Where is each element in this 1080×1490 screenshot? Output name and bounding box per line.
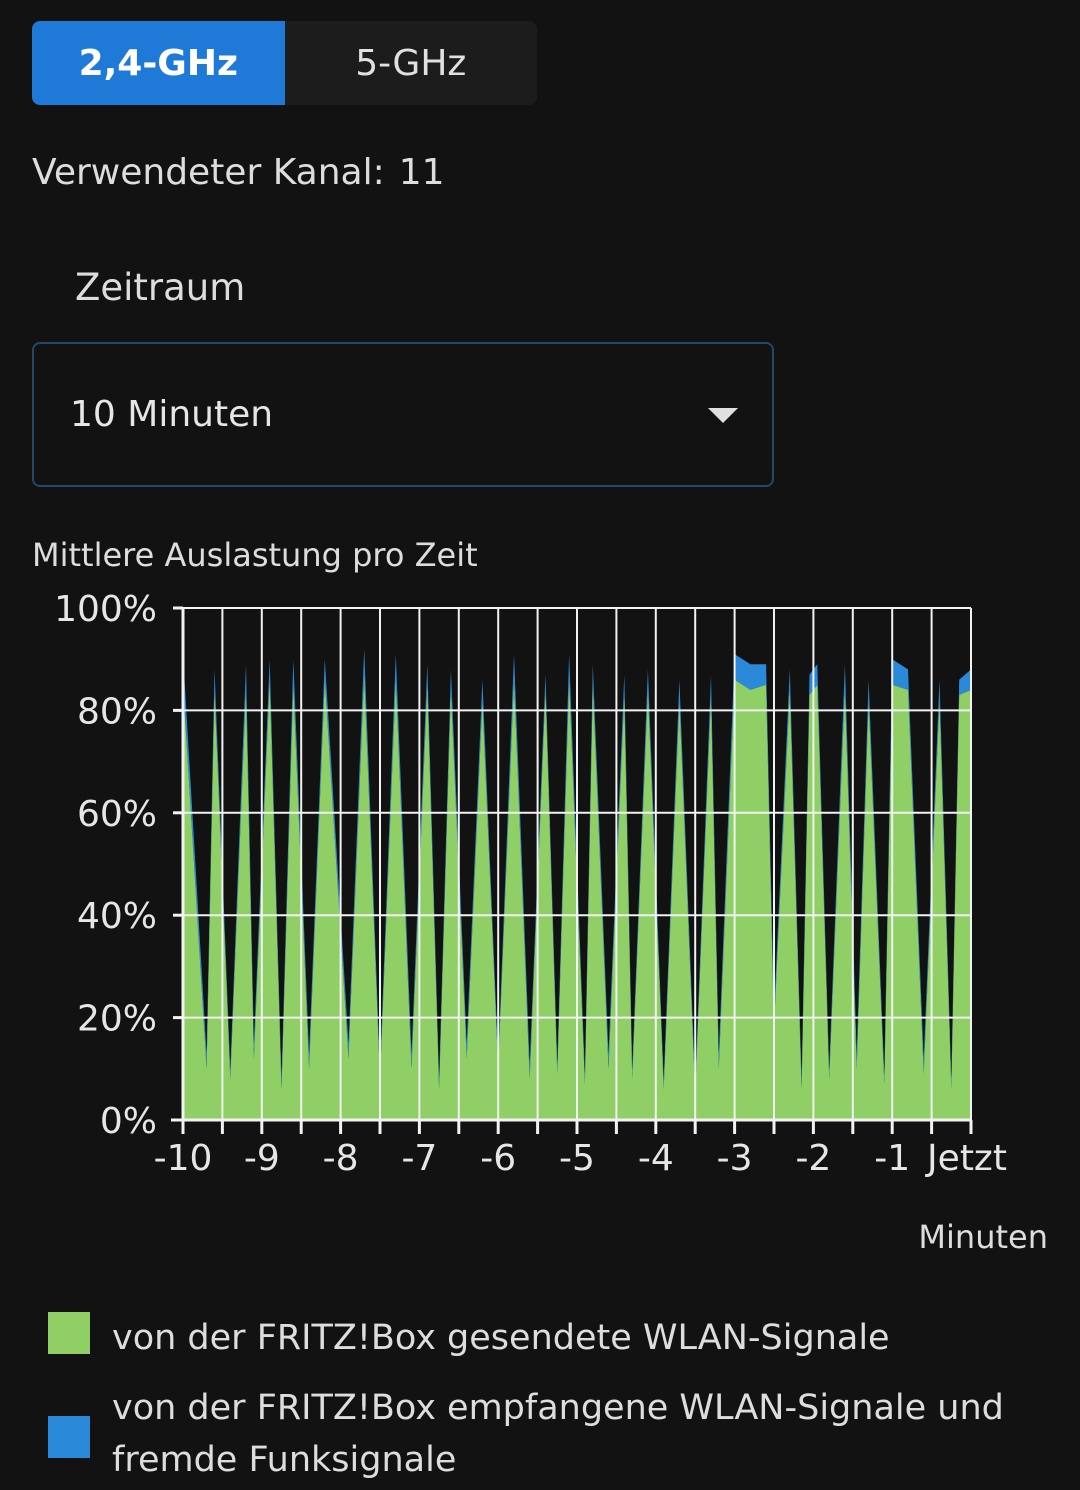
legend-label-received: von der FRITZ!Box empfangene WLAN-Signal… xyxy=(112,1388,1004,1480)
legend-swatch-sent xyxy=(48,1312,90,1354)
x-tick-label: -1 xyxy=(874,1138,910,1179)
tab-5-ghz[interactable]: 5-GHz xyxy=(355,42,467,84)
x-axis-unit: Minuten xyxy=(918,1218,1048,1256)
x-tick-label: -7 xyxy=(401,1138,437,1179)
chart-grid xyxy=(182,607,972,1121)
band-tabs: 2,4-GHz 5-GHz xyxy=(32,21,537,105)
y-tick-label: 0% xyxy=(100,1101,157,1142)
x-tick-label: -6 xyxy=(480,1138,516,1179)
x-tick-label: -10 xyxy=(154,1138,213,1179)
utilization-chart: 0% 20% 40% 60% 80% 100% -10 -9 -8 -7 -6 -5 -4 -3 -2 -1 J… xyxy=(54,589,1007,1179)
y-tick-label: 20% xyxy=(77,999,157,1040)
channel-info: Verwendeter Kanal: 11 xyxy=(32,152,445,193)
channel-label: Verwendeter Kanal: xyxy=(32,152,385,193)
x-tick-label: -5 xyxy=(559,1138,595,1179)
tab-2-4-ghz[interactable]: 2,4-GHz xyxy=(32,21,285,105)
x-tick-label: -4 xyxy=(638,1138,674,1179)
chart-axes: 0% 20% 40% 60% 80% 100% -10 -9 -8 -7 -6 -5 -4 -3 -2 -1 J… xyxy=(54,589,1007,1179)
y-tick-label: 100% xyxy=(54,589,157,630)
period-label: Zeitraum xyxy=(75,266,246,309)
period-select-value: 10 Minuten xyxy=(70,394,274,435)
x-tick-label: -3 xyxy=(717,1138,753,1179)
channel-value: 11 xyxy=(398,152,445,193)
y-tick-label: 40% xyxy=(77,896,157,937)
x-tick-label: Jetzt xyxy=(925,1138,1007,1179)
x-tick-label: -8 xyxy=(323,1138,359,1179)
x-tick-label: -9 xyxy=(244,1138,280,1179)
chevron-down-icon xyxy=(708,408,738,423)
legend-swatch-received xyxy=(48,1416,90,1458)
period-select[interactable]: 10 Minuten xyxy=(32,342,774,487)
y-tick-label: 60% xyxy=(77,794,157,835)
chart-title: Mittlere Auslastung pro Zeit xyxy=(32,536,478,574)
x-tick-label: -2 xyxy=(795,1138,831,1179)
legend-item-sent: von der FRITZ!Box gesendete WLAN-Signale xyxy=(48,1312,1012,1364)
y-tick-label: 80% xyxy=(77,691,157,732)
legend-label-sent: von der FRITZ!Box gesendete WLAN-Signale xyxy=(112,1318,890,1358)
legend-item-received: von der FRITZ!Box empfangene WLAN-Signal… xyxy=(48,1382,1012,1486)
